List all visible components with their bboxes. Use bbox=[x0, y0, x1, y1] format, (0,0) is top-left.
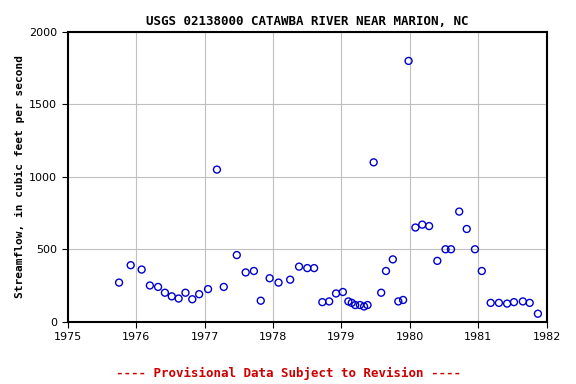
Point bbox=[294, 263, 304, 270]
Point bbox=[418, 222, 427, 228]
Point bbox=[347, 300, 357, 306]
Point bbox=[351, 302, 360, 308]
Point bbox=[363, 302, 372, 308]
Point bbox=[338, 289, 347, 295]
Point bbox=[331, 290, 340, 296]
Point bbox=[377, 290, 386, 296]
Point bbox=[241, 269, 251, 275]
Point bbox=[369, 159, 378, 166]
Point bbox=[195, 291, 204, 297]
Point bbox=[274, 280, 283, 286]
Point bbox=[219, 284, 229, 290]
Point bbox=[188, 296, 197, 302]
Point bbox=[232, 252, 241, 258]
Point bbox=[355, 302, 365, 308]
Point bbox=[509, 299, 518, 305]
Y-axis label: Streamflow, in cubic feet per second: Streamflow, in cubic feet per second bbox=[15, 55, 25, 298]
Point bbox=[174, 295, 183, 301]
Point bbox=[145, 282, 154, 288]
Point bbox=[167, 293, 176, 300]
Point bbox=[411, 225, 420, 231]
Point bbox=[477, 268, 486, 274]
Point bbox=[525, 300, 535, 306]
Point bbox=[533, 311, 543, 317]
Point bbox=[137, 266, 146, 273]
Point bbox=[359, 303, 369, 310]
Point bbox=[115, 280, 124, 286]
Point bbox=[309, 265, 319, 271]
Point bbox=[462, 226, 471, 232]
Point bbox=[286, 276, 295, 283]
Point bbox=[518, 298, 528, 305]
Point bbox=[302, 265, 312, 271]
Point bbox=[203, 286, 213, 292]
Point bbox=[454, 209, 464, 215]
Point bbox=[502, 301, 511, 307]
Point bbox=[256, 298, 266, 304]
Point bbox=[446, 246, 456, 252]
Point bbox=[153, 284, 162, 290]
Point bbox=[249, 268, 259, 274]
Point bbox=[399, 297, 408, 303]
Point bbox=[494, 300, 503, 306]
Point bbox=[324, 298, 334, 305]
Point bbox=[265, 275, 274, 281]
Point bbox=[318, 299, 327, 305]
Point bbox=[381, 268, 391, 274]
Point bbox=[425, 223, 434, 229]
Point bbox=[213, 167, 222, 173]
Point bbox=[433, 258, 442, 264]
Point bbox=[393, 298, 403, 305]
Point bbox=[388, 257, 397, 263]
Point bbox=[126, 262, 135, 268]
Title: USGS 02138000 CATAWBA RIVER NEAR MARION, NC: USGS 02138000 CATAWBA RIVER NEAR MARION,… bbox=[146, 15, 468, 28]
Point bbox=[471, 246, 480, 252]
Point bbox=[160, 290, 169, 296]
Point bbox=[486, 300, 495, 306]
Point bbox=[404, 58, 413, 64]
Point bbox=[181, 290, 190, 296]
Point bbox=[344, 298, 353, 305]
Point bbox=[441, 246, 450, 252]
Text: ---- Provisional Data Subject to Revision ----: ---- Provisional Data Subject to Revisio… bbox=[116, 367, 460, 380]
